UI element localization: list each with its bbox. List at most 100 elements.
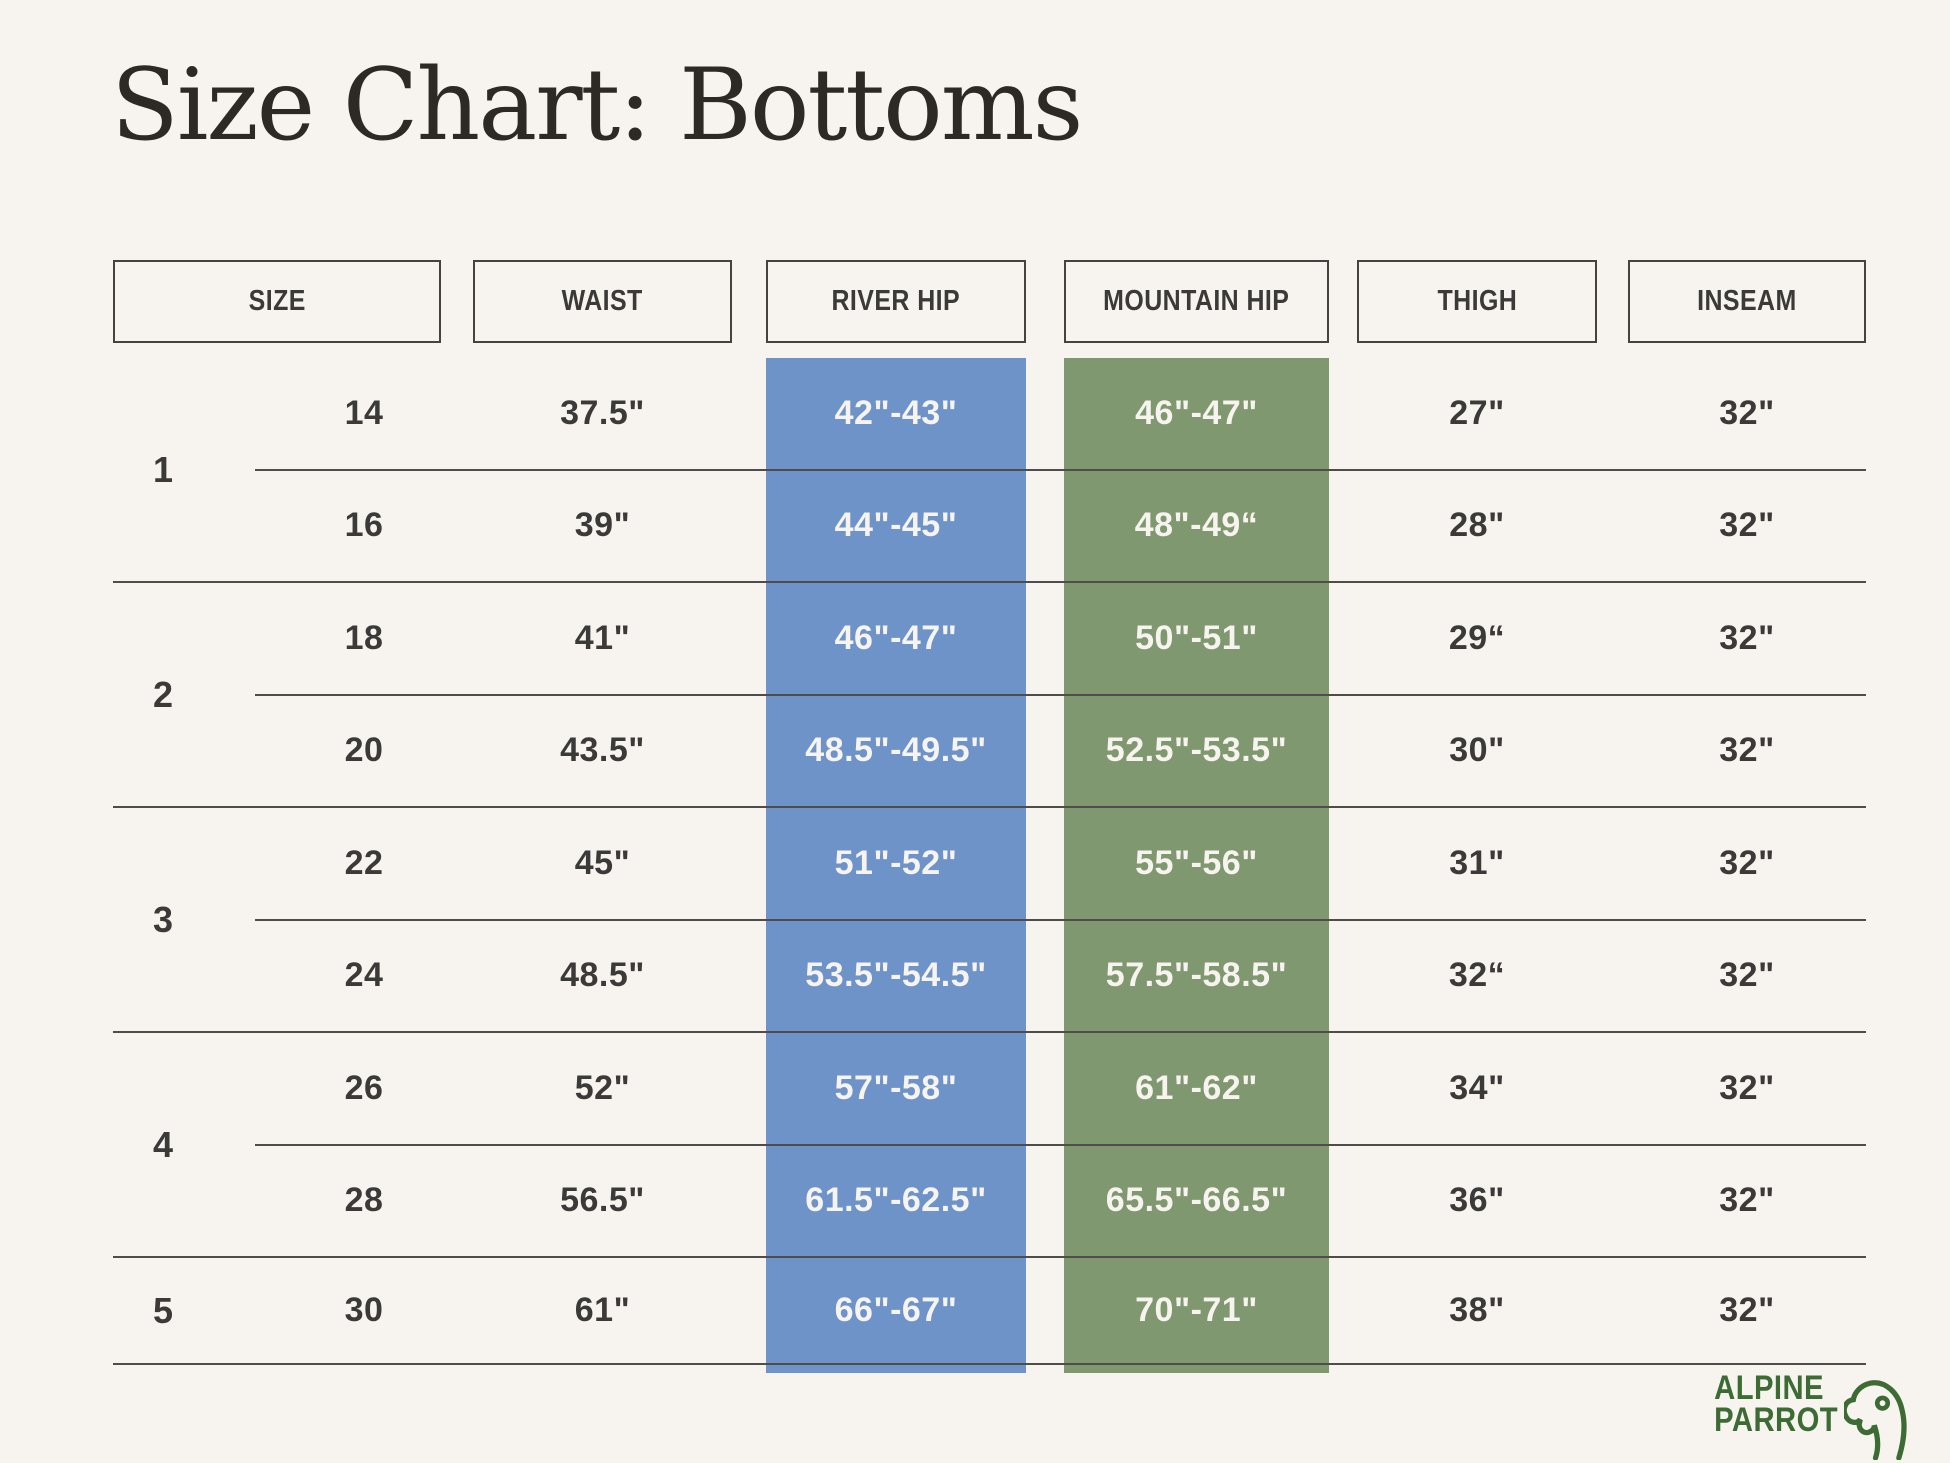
- table-row: 14 37.5" 42"-43" 46"-47" 27" 32": [113, 358, 1866, 470]
- page-title: Size Chart: Bottoms: [111, 48, 1083, 163]
- header-river-hip: RIVER HIP: [766, 260, 1026, 343]
- cell-waist: 43.5": [560, 730, 645, 769]
- header-mountain-hip-label: MOUNTAIN HIP: [1103, 285, 1290, 317]
- table-row: 16 39" 44"-45" 48"-49“ 28" 32": [113, 470, 1866, 582]
- logo-line-1: ALPINE: [1714, 1369, 1824, 1407]
- cell-inseam: 32": [1719, 394, 1775, 433]
- cell-thigh: 38": [1449, 1291, 1505, 1329]
- group-number: 5: [152, 1289, 174, 1331]
- cell-size: 26: [344, 1069, 384, 1108]
- cell-thigh: 28": [1449, 505, 1505, 544]
- row-divider: [255, 1143, 1866, 1146]
- cell-thigh: 36": [1449, 1180, 1505, 1219]
- cell-mountain-hip: 50"-51": [1135, 619, 1258, 658]
- header-waist: WAIST: [473, 260, 732, 343]
- header-size: SIZE: [113, 260, 441, 343]
- cell-inseam: 32": [1719, 730, 1775, 769]
- cell-mountain-hip: 48"-49“: [1134, 505, 1259, 544]
- cell-inseam: 32": [1719, 1180, 1775, 1219]
- table-row: 22 45" 51"-52" 55"-56" 31" 32": [113, 808, 1866, 920]
- cell-river-hip: 46"-47": [834, 619, 958, 658]
- table-row: 28 56.5" 61.5"-62.5" 65.5"-66.5" 36" 32": [113, 1145, 1866, 1257]
- cell-size: 22: [344, 844, 384, 883]
- cell-mountain-hip: 61"-62": [1135, 1069, 1258, 1108]
- cell-thigh: 27": [1449, 394, 1505, 433]
- alpine-parrot-logo: ALPINE PARROT: [1694, 1369, 1914, 1460]
- cell-size: 30: [344, 1291, 384, 1329]
- table-row: 26 52" 57"-58" 61"-62" 34" 32": [113, 1033, 1866, 1145]
- cell-size: 24: [344, 955, 384, 994]
- cell-inseam: 32": [1719, 1291, 1775, 1329]
- table-row: 24 48.5" 53.5"-54.5" 57.5"-58.5" 32“ 32": [113, 920, 1866, 1032]
- cell-waist: 45": [574, 844, 631, 883]
- header-inseam-label: INSEAM: [1697, 285, 1797, 317]
- size-group-4: 4 26 52" 57"-58" 61"-62" 34" 32" 28 56.5…: [113, 1033, 1866, 1258]
- parrot-head-icon: [1844, 1380, 1907, 1460]
- cell-inseam: 32": [1719, 505, 1775, 544]
- size-group-2: 2 18 41" 46"-47" 50"-51" 29“ 32" 20 43.5…: [113, 583, 1866, 808]
- cell-waist: 61": [574, 1291, 631, 1329]
- cell-mountain-hip: 70"-71": [1135, 1291, 1258, 1329]
- cell-river-hip: 48.5"-49.5": [805, 730, 987, 769]
- cell-size: 20: [344, 730, 384, 769]
- cell-waist: 52": [574, 1069, 631, 1108]
- cell-thigh: 30": [1449, 730, 1505, 769]
- cell-mountain-hip: 65.5"-66.5": [1105, 1180, 1288, 1219]
- cell-waist: 37.5": [560, 394, 645, 433]
- cell-waist: 41": [574, 619, 631, 658]
- cell-mountain-hip: 57.5"-58.5": [1105, 955, 1288, 994]
- group-number: 4: [152, 1123, 174, 1165]
- mountain-hip-highlight-band: [1064, 358, 1329, 1373]
- cell-mountain-hip: 55"-56": [1135, 844, 1258, 883]
- size-group-3: 3 22 45" 51"-52" 55"-56" 31" 32" 24 48.5…: [113, 808, 1866, 1033]
- header-thigh-label: THIGH: [1437, 285, 1517, 317]
- cell-size: 28: [344, 1180, 384, 1219]
- cell-size: 18: [344, 619, 384, 658]
- cell-river-hip: 44"-45": [834, 505, 958, 544]
- cell-thigh: 29“: [1448, 619, 1506, 658]
- cell-waist: 39": [574, 505, 631, 544]
- cell-inseam: 32": [1719, 955, 1775, 994]
- header-inseam: INSEAM: [1628, 260, 1866, 343]
- cell-inseam: 32": [1719, 619, 1775, 658]
- group-number: 3: [152, 898, 174, 940]
- cell-mountain-hip: 46"-47": [1135, 394, 1258, 433]
- header-river-hip-label: RIVER HIP: [831, 285, 961, 317]
- row-divider: [255, 693, 1866, 696]
- header-size-label: SIZE: [248, 285, 306, 317]
- cell-thigh: 32“: [1448, 955, 1506, 994]
- cell-river-hip: 61.5"-62.5": [805, 1180, 987, 1219]
- group-number: 1: [152, 448, 174, 490]
- cell-river-hip: 57"-58": [834, 1069, 958, 1108]
- size-group-1: 1 14 37.5" 42"-43" 46"-47" 27" 32" 16 39…: [113, 358, 1866, 583]
- logo-line-2: PARROT: [1714, 1401, 1838, 1440]
- size-chart-table: SIZE WAIST RIVER HIP MOUNTAIN HIP THIGH …: [113, 260, 1866, 1373]
- group-number: 2: [152, 673, 174, 715]
- logo-wordmark: ALPINE PARROT: [1714, 1369, 1838, 1440]
- table-header-row: SIZE WAIST RIVER HIP MOUNTAIN HIP THIGH …: [113, 260, 1866, 343]
- cell-thigh: 34": [1449, 1069, 1505, 1108]
- table-body: 1 14 37.5" 42"-43" 46"-47" 27" 32" 16 39…: [113, 358, 1866, 1373]
- cell-size: 14: [344, 394, 384, 433]
- river-hip-highlight-band: [766, 358, 1026, 1373]
- table-row: 30 61" 66"-67" 70"-71" 38" 32": [113, 1258, 1866, 1363]
- cell-inseam: 32": [1719, 1069, 1775, 1108]
- cell-mountain-hip: 52.5"-53.5": [1105, 730, 1288, 769]
- cell-thigh: 31": [1449, 844, 1505, 883]
- row-divider: [255, 918, 1866, 921]
- cell-river-hip: 53.5"-54.5": [805, 955, 987, 994]
- size-group-5: 5 30 61" 66"-67" 70"-71" 38" 32": [113, 1258, 1866, 1365]
- cell-river-hip: 66"-67": [834, 1291, 958, 1329]
- header-waist-label: WAIST: [561, 285, 644, 317]
- table-row: 20 43.5" 48.5"-49.5" 52.5"-53.5" 30" 32": [113, 695, 1866, 807]
- cell-waist: 56.5": [560, 1180, 645, 1219]
- row-divider: [255, 468, 1866, 471]
- cell-size: 16: [344, 505, 384, 544]
- cell-river-hip: 51"-52": [834, 844, 958, 883]
- cell-river-hip: 42"-43": [834, 394, 958, 433]
- cell-inseam: 32": [1719, 844, 1775, 883]
- header-thigh: THIGH: [1357, 260, 1597, 343]
- table-row: 18 41" 46"-47" 50"-51" 29“ 32": [113, 583, 1866, 695]
- header-mountain-hip: MOUNTAIN HIP: [1064, 260, 1329, 343]
- cell-waist: 48.5": [560, 955, 645, 994]
